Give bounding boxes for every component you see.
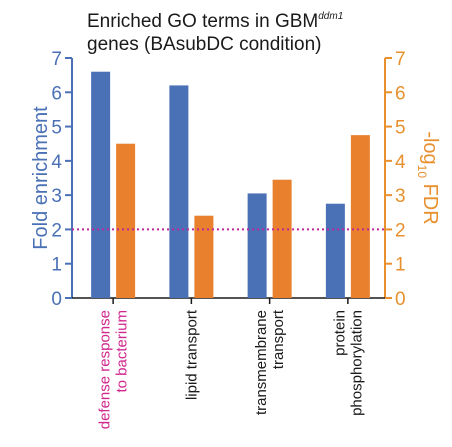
category-label-line: defense response <box>97 310 114 429</box>
y-tick-label-right: 7 <box>395 49 406 70</box>
y-tick-label-left: 3 <box>51 186 62 207</box>
bar-fold-enrichment <box>91 71 111 298</box>
category-label-line: to bacterium <box>114 310 131 393</box>
y-tick-label-left: 1 <box>51 255 62 276</box>
y-tick-label-left: 5 <box>51 118 62 139</box>
category-label-line: phosphorylation <box>348 310 365 416</box>
y-tick-label-right: 3 <box>395 186 406 207</box>
axes: 0 1 2 3 4 5 6 7 0 1 2 3 4 5 6 7 <box>51 49 406 310</box>
bar-fold-enrichment <box>325 203 345 298</box>
y-tick-label-right: 1 <box>395 255 406 276</box>
y-tick-label-right: 0 <box>395 289 406 310</box>
title-line-1: Enriched GO terms in GBMddm1 <box>87 11 343 32</box>
category-labels: defense responseto bacterium lipid transp… <box>97 309 366 429</box>
category-label-line: transport <box>270 309 287 369</box>
y-tick-label-right: 5 <box>395 118 406 139</box>
y-tick-label-left: 4 <box>51 152 62 173</box>
y-axis-label-right: -log10 FDR <box>415 131 441 224</box>
bar-fold-enrichment <box>247 193 267 298</box>
bar-log10-fdr <box>272 179 292 298</box>
y-tick-label-right: 4 <box>395 152 406 173</box>
category-label: transmembranetransport <box>253 309 287 415</box>
y-tick-label-right: 6 <box>395 83 406 104</box>
bars <box>91 71 370 304</box>
category-label: proteinphosphorylation <box>331 310 365 416</box>
chart-title: Enriched GO terms in GBMddm1 genes (BAsu… <box>87 11 343 55</box>
category-label-line: transmembrane <box>253 310 270 415</box>
category-label: lipid transport <box>183 309 200 400</box>
bar-log10-fdr <box>116 143 136 298</box>
y-tick-label-left: 2 <box>51 220 62 241</box>
category-label: defense responseto bacterium <box>97 310 131 429</box>
y-tick-label-left: 7 <box>51 49 62 70</box>
bar-log10-fdr <box>194 215 214 298</box>
y-tick-label-right: 2 <box>395 220 406 241</box>
category-label-line: lipid transport <box>183 309 200 400</box>
title-line-2: genes (BAsubDC condition) <box>87 34 321 55</box>
bar-log10-fdr <box>350 135 370 298</box>
y-axis-label-left: Fold enrichment <box>30 106 52 250</box>
category-label-line: protein <box>331 310 348 356</box>
bar-fold-enrichment <box>169 85 189 298</box>
y-tick-label-left: 0 <box>51 289 62 310</box>
y-tick-label-left: 6 <box>51 83 62 104</box>
